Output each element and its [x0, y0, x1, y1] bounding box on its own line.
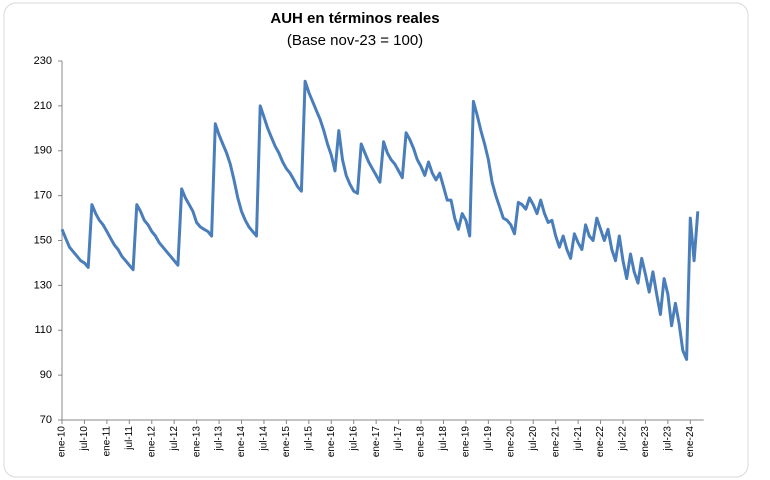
x-tick-label: jul-13: [214, 426, 225, 452]
x-tick-label: ene-20: [505, 426, 516, 458]
chart-subtitle: (Base nov-23 = 100): [287, 32, 423, 49]
x-tick-label: ene-22: [595, 426, 606, 458]
y-tick-label: 70: [40, 414, 52, 426]
y-tick-label: 170: [34, 190, 52, 202]
x-tick-label: ene-21: [550, 426, 561, 458]
x-tick-label: jul-23: [663, 426, 674, 452]
x-tick-label: jul-19: [483, 426, 494, 452]
x-tick-label: ene-14: [236, 426, 247, 458]
x-tick-label: ene-10: [57, 426, 68, 458]
y-tick-label: 130: [34, 279, 52, 291]
x-tick-label: jul-17: [393, 426, 404, 452]
y-tick-label: 190: [34, 145, 52, 157]
y-tick-label: 210: [34, 100, 52, 112]
x-tick-label: ene-19: [461, 426, 472, 458]
x-tick-label: ene-11: [102, 426, 113, 457]
chart-frame: [3, 2, 749, 478]
chart-title: AUH en términos reales: [270, 10, 439, 27]
x-tick-label: jul-14: [259, 426, 270, 452]
y-tick-label: 90: [40, 369, 52, 381]
x-tick-label: ene-18: [416, 426, 427, 458]
x-tick-label: jul-22: [618, 426, 629, 452]
x-tick-label: jul-12: [169, 426, 180, 452]
x-tick-label: ene-15: [281, 426, 292, 458]
x-tick-label: ene-24: [685, 426, 696, 458]
x-tick-label: jul-18: [438, 426, 449, 452]
x-tick-label: jul-21: [573, 426, 584, 452]
x-tick-label: ene-12: [146, 426, 157, 458]
y-tick-label: 110: [34, 324, 52, 336]
y-tick-label: 150: [34, 234, 52, 246]
x-tick-label: ene-17: [371, 426, 382, 458]
x-tick-label: jul-16: [348, 426, 359, 452]
x-tick-label: ene-23: [640, 426, 651, 458]
x-tick-label: jul-20: [528, 426, 539, 452]
x-tick-label: jul-15: [303, 426, 314, 452]
x-tick-label: jul-11: [124, 426, 135, 451]
y-tick-label: 230: [34, 55, 52, 67]
x-tick-label: jul-10: [79, 426, 90, 452]
x-tick-label: ene-13: [191, 426, 202, 458]
x-tick-label: ene-16: [326, 426, 337, 458]
data-line: [60, 79, 700, 361]
